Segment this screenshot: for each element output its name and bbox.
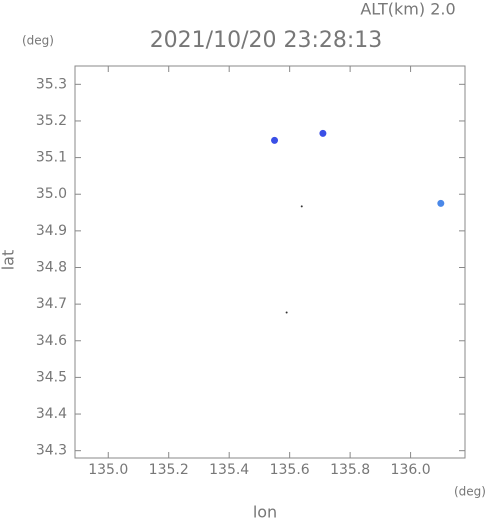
y-tick-label: 34.5 — [36, 369, 67, 385]
echo-point — [271, 136, 279, 144]
x-tick-label: 135.8 — [330, 462, 370, 478]
x-unit: (deg) — [454, 485, 486, 499]
y-tick-label: 35.2 — [36, 113, 67, 129]
y-tick-label: 34.7 — [36, 296, 67, 312]
x-axis-label: lon — [253, 503, 277, 521]
y-axis-label: lat — [0, 250, 18, 271]
y-tick-label: 34.4 — [36, 406, 67, 422]
y-tick-label: 34.9 — [36, 223, 67, 239]
y-tick-label: 35.0 — [36, 186, 67, 202]
echo-point — [285, 311, 288, 314]
x-tick-label: 135.4 — [209, 462, 249, 478]
echo-point — [437, 199, 445, 207]
x-tick-label: 135.0 — [88, 462, 128, 478]
x-tick-label: 136.0 — [391, 462, 431, 478]
y-unit: (deg) — [22, 34, 54, 48]
chart-title: 2021/10/20 23:28:13 — [150, 28, 383, 53]
x-tick-label: 135.6 — [270, 462, 310, 478]
y-tick-label: 34.3 — [36, 443, 67, 459]
y-tick-label: 35.1 — [36, 150, 67, 166]
y-tick-label: 34.8 — [36, 259, 67, 275]
y-tick-label: 34.6 — [36, 333, 67, 349]
x-tick-label: 135.2 — [149, 462, 189, 478]
echo-point — [300, 205, 303, 208]
altitude-label: ALT(km) 2.0 — [360, 0, 455, 19]
echo-point — [319, 129, 327, 137]
plot-frame — [74, 65, 466, 459]
y-tick-label: 35.3 — [36, 76, 67, 92]
